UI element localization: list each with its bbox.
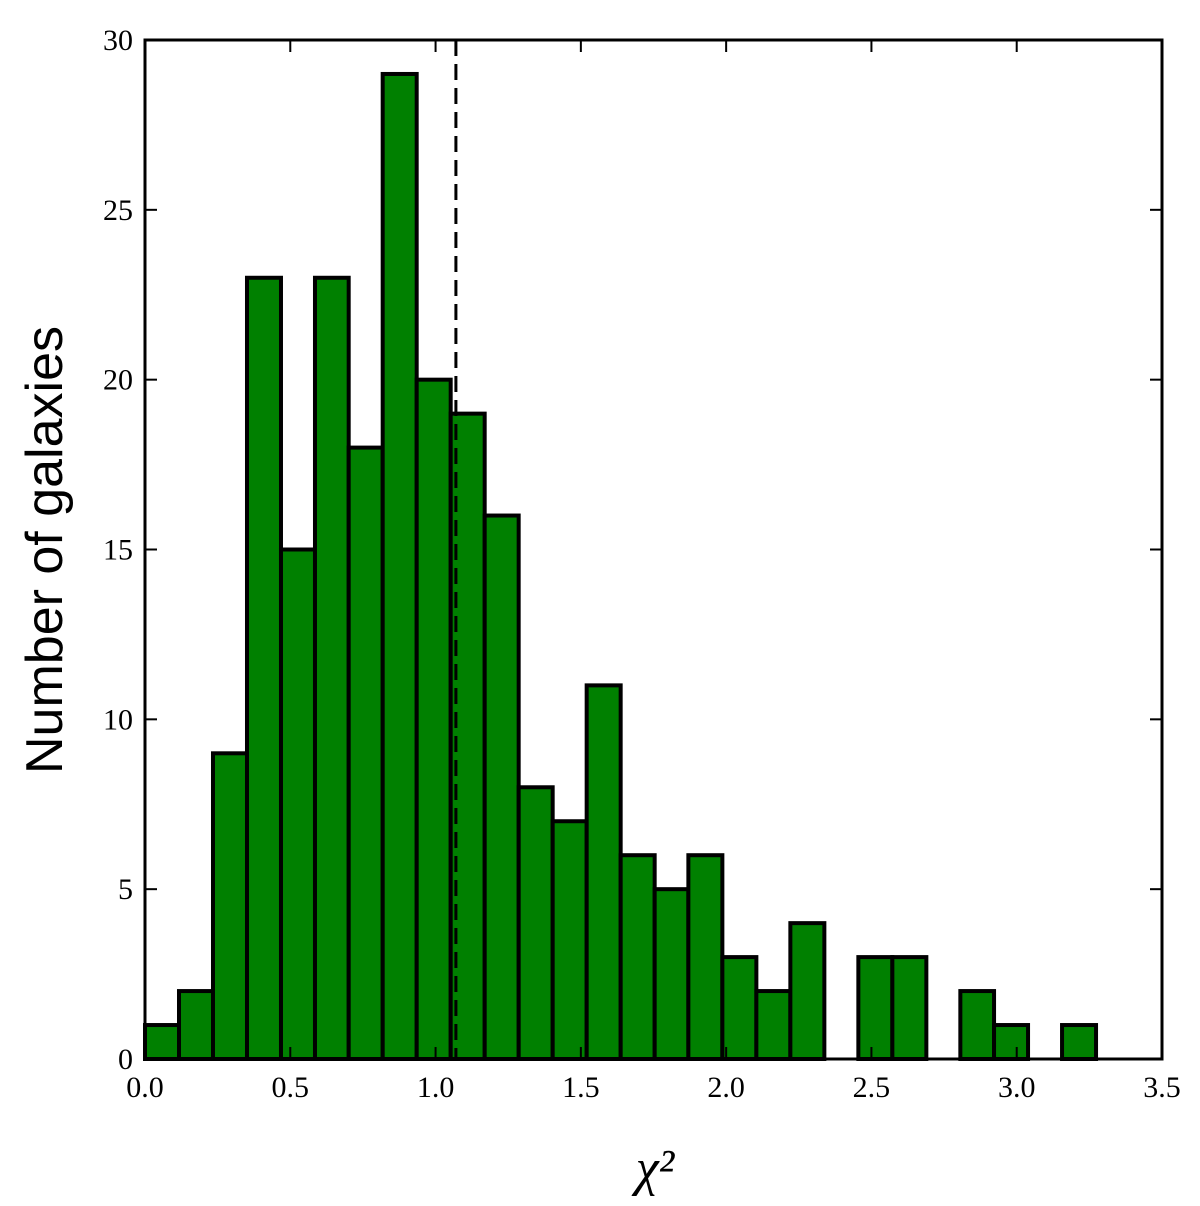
bar: [652, 887, 691, 1062]
bar: [618, 853, 657, 1062]
y-tick-label: 20: [103, 364, 133, 397]
y-tick-label: 30: [103, 24, 133, 57]
x-tick-label: 0.5: [272, 1071, 310, 1104]
y-tick-label: 10: [103, 703, 133, 736]
y-tick-label: 5: [118, 873, 133, 906]
bar: [482, 513, 521, 1061]
bar: [143, 1023, 181, 1061]
bar: [788, 921, 827, 1062]
bar: [584, 683, 623, 1061]
bar: [958, 989, 997, 1061]
x-tick-label: 1.5: [562, 1071, 600, 1104]
x-tick-label: 2.0: [707, 1071, 745, 1104]
x-tick-label: 3.5: [1143, 1071, 1181, 1104]
y-tick-label: 15: [103, 534, 133, 567]
bar: [856, 955, 895, 1061]
y-tick-label: 25: [103, 194, 133, 227]
bar: [754, 989, 793, 1061]
x-tick-label: 2.5: [853, 1071, 891, 1104]
x-axis-label: χ²: [631, 1140, 676, 1197]
bar: [312, 275, 351, 1061]
bar: [244, 275, 283, 1061]
bar: [210, 751, 249, 1061]
y-tick-label: 0: [118, 1043, 133, 1076]
bar: [1060, 1023, 1099, 1061]
bar: [176, 989, 215, 1061]
bar: [992, 1023, 1031, 1061]
x-tick-label: 3.0: [998, 1071, 1036, 1104]
bar: [346, 445, 385, 1062]
bar: [516, 785, 555, 1061]
bar: [550, 819, 589, 1061]
bar: [380, 71, 419, 1061]
bar: [278, 547, 317, 1061]
bar: [686, 853, 725, 1062]
x-tick-label: 0.0: [126, 1071, 164, 1104]
x-tick-label: 1.0: [417, 1071, 455, 1104]
bar: [890, 955, 929, 1061]
bar: [720, 955, 759, 1061]
bar: [414, 377, 453, 1061]
y-axis-label: Number of galaxies: [16, 326, 74, 774]
